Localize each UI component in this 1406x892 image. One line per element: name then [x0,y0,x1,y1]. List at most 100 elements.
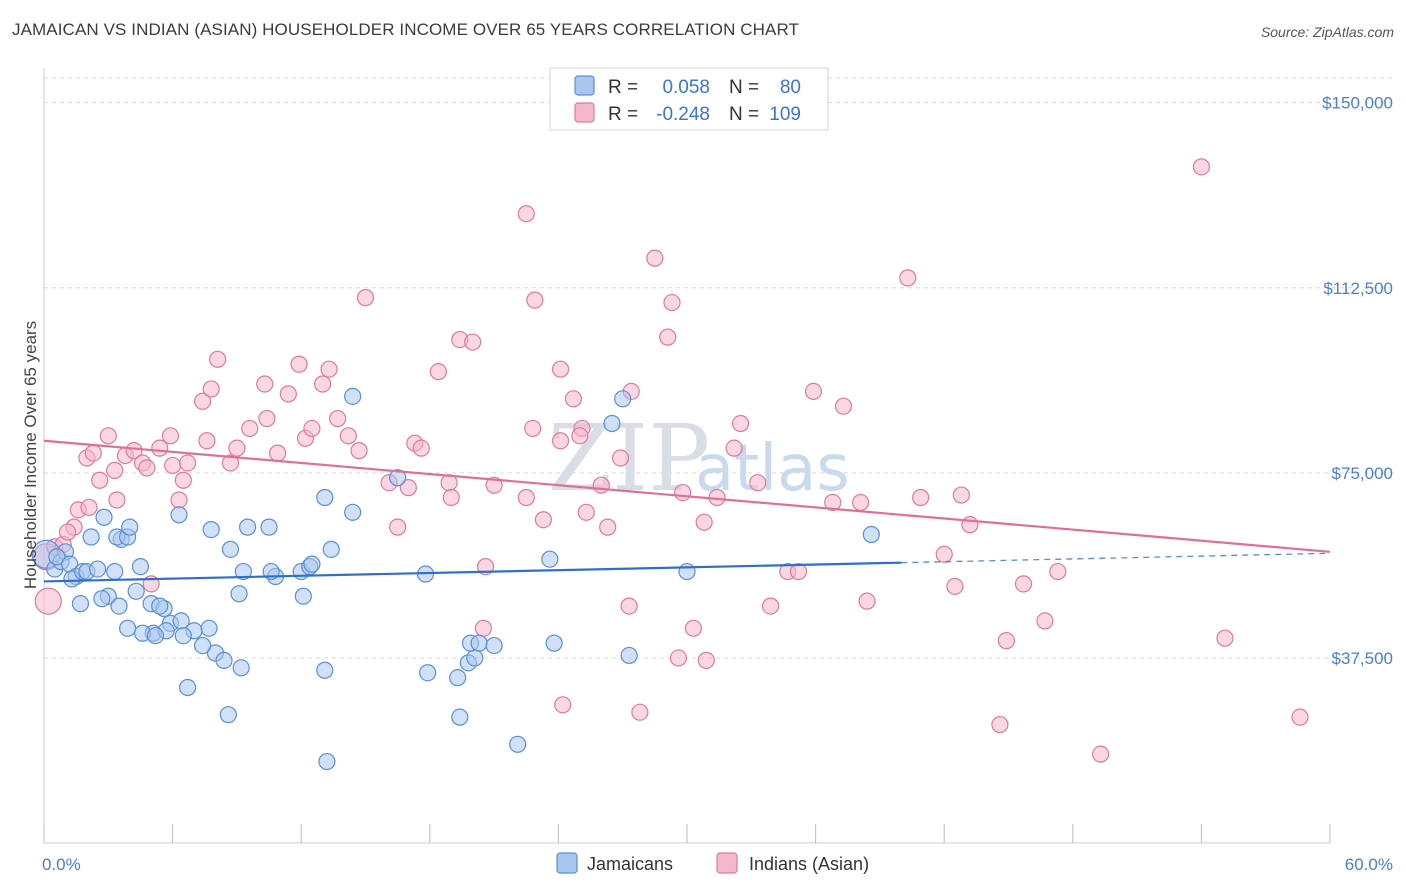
indian-point-25 [194,392,212,410]
indian-point-88 [852,493,870,512]
jamaican-point-71 [509,735,527,753]
legend-n-label-1: N = [729,77,759,98]
indian-point-101 [1092,745,1110,763]
legend-r-value-1: 0.058 [662,77,710,98]
jamaican-point-33 [118,619,137,637]
indian-point-71 [620,597,638,615]
jamaican-point-59 [466,649,484,667]
indian-point-95 [961,516,979,534]
jamaican-point-44 [230,585,248,603]
chart-title: JAMAICAN VS INDIAN (ASIAN) HOUSEHOLDER I… [12,20,800,39]
legend-n-label-2: N = [729,104,759,125]
y-tick-label-0: $37,500 [1332,649,1393,668]
x-tick-labels: 0.0% 60.0% [42,855,1393,874]
indian-point-59 [524,419,542,438]
jamaican-point-49 [303,555,321,573]
indian-point-60 [534,511,552,529]
indian-trend-line [43,439,1331,553]
indian-point-106 [526,291,544,309]
jamaican-point-50 [294,587,312,605]
indian-point-73 [659,328,677,346]
jamaican-point-36 [174,627,192,645]
indian-point-44 [356,289,375,307]
indian-point-13 [99,427,117,445]
indian-point-69 [611,449,630,467]
indian-point-74 [663,293,681,312]
indian-point-35 [279,385,297,403]
indian-point-47 [399,479,417,497]
jamaican-point-41 [170,506,188,524]
jamaican-point-23 [127,582,145,600]
indian-point-104 [1291,708,1309,726]
jamaican-point-19 [71,595,90,613]
indian-point-76 [684,619,703,637]
indian-point-17 [138,459,156,477]
indian-point-50 [429,363,447,381]
jamaican-point-11 [88,560,107,578]
series-legend-label-indian: Indians (Asian) [749,854,869,874]
indian-point-27 [202,380,220,398]
indian-point-94 [952,486,970,504]
jamaican-point-27 [151,597,169,615]
indian-point-39 [314,375,332,393]
indian-point-6 [80,498,98,516]
y-tick-label-1: $75,000 [1332,464,1393,483]
jamaican-point-70 [620,646,638,665]
indian-point-80 [731,414,750,433]
indian-point-58 [517,488,535,507]
correlation-legend: R = 0.058 N = 80 R = -0.248 N = 109 [549,67,829,131]
indian-point-55 [474,619,492,637]
indian-point-65 [577,503,595,521]
indian-point-61 [551,432,570,450]
indian-point-21 [164,456,182,475]
jamaican-point-9 [82,528,100,546]
indian-point-87 [834,397,853,415]
jamaican-point-4 [48,548,66,566]
indian-point-99 [1036,612,1054,630]
jamaican-point-66 [389,469,407,487]
indian-point-109 [697,651,715,669]
jamaican-point-32 [146,627,165,645]
indian-point-49 [412,439,430,457]
jamaican-point-12 [95,508,113,526]
jamaican-point-75 [862,525,880,544]
indian-point-100 [1049,562,1067,581]
indian-point-66 [571,427,589,445]
indian-point-85 [804,382,823,401]
series-legend-label-jamaican: Jamaicans [587,854,673,874]
jamaican-point-56 [419,664,437,682]
jamaican-point-38 [194,636,212,655]
jamaican-point-78 [221,540,240,558]
indian-points [32,158,1309,763]
indian-point-107 [631,703,649,721]
indian-point-57 [485,476,503,494]
indian-point-102 [1192,158,1211,176]
jamaican-point-68 [541,550,559,568]
jamaican-point-61 [470,634,488,652]
indian-point-24 [170,491,188,509]
jamaican-point-79 [239,518,257,536]
jamaican-point-51 [260,518,278,536]
indian-point-82 [761,597,780,615]
indian-point-62 [564,390,583,408]
indian-point-91 [912,488,930,507]
jamaican-trend-line [43,561,902,583]
jamaican-point-48 [322,540,340,558]
jamaican-point-43 [234,562,252,581]
legend-n-value-1: 80 [780,77,801,98]
indian-point-67 [592,476,610,494]
series-legend-swatch-indian [716,852,738,874]
indian-point-11 [106,461,124,479]
legend-r-label-1: R = [608,77,638,98]
indian-point-81 [749,474,767,492]
legend-swatch-indian [574,102,595,123]
jamaican-point-17 [121,518,139,536]
jamaican-point-69 [545,634,563,652]
indian-point-110 [669,649,688,667]
source-label: Source: ZipAtlas.com [1260,24,1394,40]
indian-point-72 [646,249,664,267]
jamaican-point-65 [344,503,362,521]
indian-point-105 [517,205,535,223]
jamaican-point-77 [318,752,336,771]
indian-point-33 [258,409,276,428]
